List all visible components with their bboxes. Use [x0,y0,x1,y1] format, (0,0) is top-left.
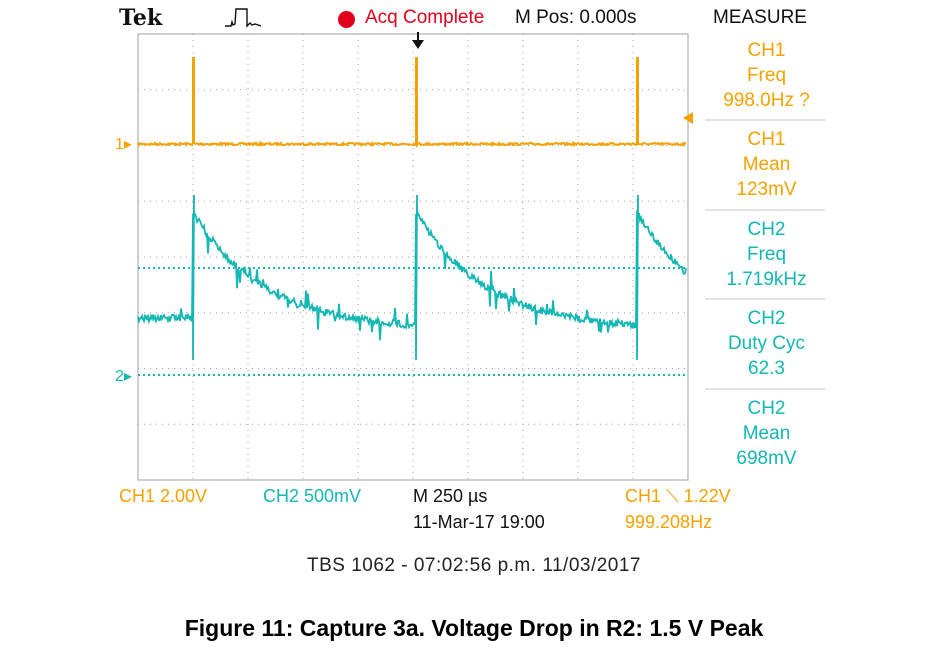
acquisition-status-dot [338,11,355,28]
measure-value: 62.3 [748,358,785,379]
ch2-vertical-scale: CH2 500mV [263,486,362,506]
figure-title: Figure 11: Capture 3a. Voltage Drop in R… [184,615,764,641]
acq-status: Acq Complete [365,7,485,28]
measure-type: Mean [742,154,791,175]
measure-channel: CH2 [747,398,786,419]
measure-menu-title[interactable]: MEASURE [713,7,807,28]
measure-channel: CH2 [747,219,786,240]
measure-type: Freq [746,244,787,265]
measure-type: Mean [742,423,791,444]
measure-channel: CH1 [747,129,786,150]
trigger-frequency: 999.208Hz [625,512,713,532]
trigger-level: CH1 ⟍ 1.22V [625,486,731,506]
ch1-vertical-scale: CH1 2.00V [119,486,208,506]
measure-channel: CH2 [747,308,786,329]
ch2-trace [137,194,687,361]
measure-box-3[interactable]: CH2 Freq 1.719kHz [705,217,828,292]
measure-value: 998.0Hz ? [723,90,810,111]
screenshot-caption: TBS 1062 - 07:02:56 p.m. 11/03/2017 [306,555,642,576]
capture-datetime: 11-Mar-17 19:00 [413,512,545,532]
measure-box-4[interactable]: CH2 Duty Cyc 62.3 [705,306,828,381]
oscilloscope-screen: Tek Acq Complete M Pos: 0.000s MEASURE C… [115,0,828,543]
ch2-ground-marker: 2▸ [115,368,132,385]
measure-value: 1.719kHz [726,269,807,290]
measure-channel: CH1 [747,40,786,61]
measure-type: Duty Cyc [727,333,806,354]
ch1-trace [137,57,687,148]
measure-value: 123mV [736,179,797,200]
waveform-display [137,32,825,481]
horizontal-position: M Pos: 0.000s [515,7,637,28]
measure-value: 698mV [736,448,797,469]
measure-box-2[interactable]: CH1 Mean 123mV [705,127,828,202]
measure-box-5[interactable]: CH2 Mean 698mV [705,396,828,471]
trigger-position-arrow [412,40,424,49]
measure-box-1[interactable]: CH1 Freq 998.0Hz ? [705,38,828,113]
trigger-level-arrow [683,112,693,124]
brand-logo: Tek [119,5,163,31]
timebase: M 250 µs [413,486,488,506]
pulse-trigger-icon [225,8,261,28]
ch1-ground-marker: 1▸ [115,136,132,153]
measure-type: Freq [746,65,787,86]
